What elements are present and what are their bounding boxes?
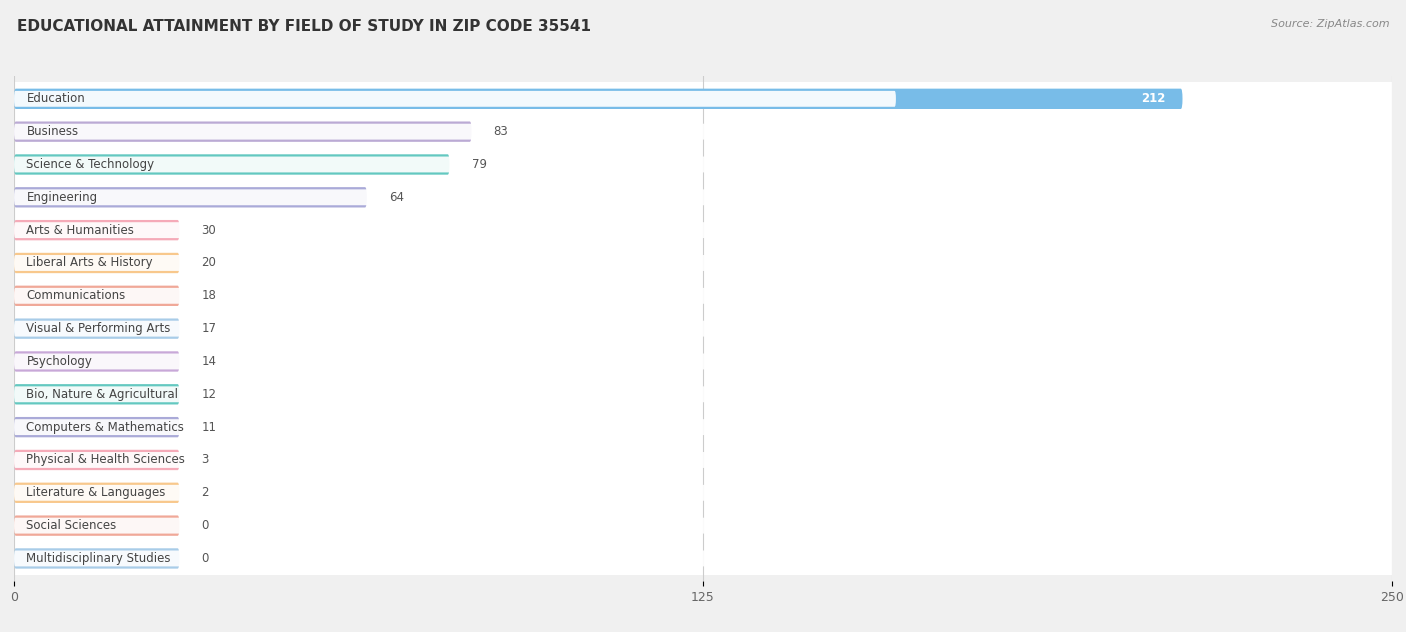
- FancyBboxPatch shape: [14, 378, 1392, 411]
- FancyBboxPatch shape: [14, 157, 896, 173]
- Text: 0: 0: [201, 519, 209, 532]
- FancyBboxPatch shape: [14, 483, 180, 503]
- Text: Science & Technology: Science & Technology: [27, 158, 155, 171]
- FancyBboxPatch shape: [14, 246, 1392, 279]
- Text: Business: Business: [27, 125, 79, 138]
- FancyBboxPatch shape: [14, 255, 896, 271]
- Text: 83: 83: [494, 125, 509, 138]
- FancyBboxPatch shape: [14, 82, 1392, 115]
- FancyBboxPatch shape: [14, 121, 471, 142]
- FancyBboxPatch shape: [14, 477, 1392, 509]
- FancyBboxPatch shape: [14, 148, 1392, 181]
- FancyBboxPatch shape: [14, 485, 896, 501]
- FancyBboxPatch shape: [14, 312, 1392, 345]
- FancyBboxPatch shape: [14, 214, 1392, 246]
- Text: 11: 11: [201, 421, 217, 434]
- FancyBboxPatch shape: [14, 190, 896, 205]
- Text: 17: 17: [201, 322, 217, 335]
- Text: Literature & Languages: Literature & Languages: [27, 486, 166, 499]
- FancyBboxPatch shape: [14, 187, 367, 207]
- FancyBboxPatch shape: [14, 516, 180, 536]
- Text: 18: 18: [201, 289, 217, 302]
- FancyBboxPatch shape: [14, 220, 180, 240]
- FancyBboxPatch shape: [14, 222, 896, 238]
- FancyBboxPatch shape: [14, 345, 1392, 378]
- Text: 12: 12: [201, 388, 217, 401]
- FancyBboxPatch shape: [14, 115, 1392, 148]
- FancyBboxPatch shape: [14, 279, 1392, 312]
- FancyBboxPatch shape: [14, 549, 180, 569]
- FancyBboxPatch shape: [14, 351, 180, 372]
- FancyBboxPatch shape: [14, 444, 1392, 477]
- Text: Source: ZipAtlas.com: Source: ZipAtlas.com: [1271, 19, 1389, 29]
- FancyBboxPatch shape: [14, 550, 896, 566]
- Text: Engineering: Engineering: [27, 191, 97, 204]
- Text: Liberal Arts & History: Liberal Arts & History: [27, 257, 153, 269]
- FancyBboxPatch shape: [14, 253, 180, 273]
- Text: EDUCATIONAL ATTAINMENT BY FIELD OF STUDY IN ZIP CODE 35541: EDUCATIONAL ATTAINMENT BY FIELD OF STUDY…: [17, 19, 591, 34]
- FancyBboxPatch shape: [14, 384, 180, 404]
- Text: 0: 0: [201, 552, 209, 565]
- FancyBboxPatch shape: [14, 419, 896, 435]
- FancyBboxPatch shape: [14, 124, 896, 140]
- FancyBboxPatch shape: [14, 288, 896, 304]
- Text: 20: 20: [201, 257, 217, 269]
- FancyBboxPatch shape: [14, 353, 896, 370]
- Text: 30: 30: [201, 224, 217, 236]
- Text: Computers & Mathematics: Computers & Mathematics: [27, 421, 184, 434]
- Text: Arts & Humanities: Arts & Humanities: [27, 224, 135, 236]
- FancyBboxPatch shape: [14, 411, 1392, 444]
- FancyBboxPatch shape: [14, 91, 896, 107]
- FancyBboxPatch shape: [14, 518, 896, 533]
- FancyBboxPatch shape: [14, 286, 180, 306]
- FancyBboxPatch shape: [14, 320, 896, 337]
- Text: 212: 212: [1142, 92, 1166, 106]
- FancyBboxPatch shape: [14, 154, 450, 174]
- FancyBboxPatch shape: [14, 386, 896, 402]
- FancyBboxPatch shape: [14, 88, 1182, 109]
- Text: Multidisciplinary Studies: Multidisciplinary Studies: [27, 552, 172, 565]
- Text: Education: Education: [27, 92, 86, 106]
- Text: Communications: Communications: [27, 289, 125, 302]
- FancyBboxPatch shape: [14, 509, 1392, 542]
- Text: 14: 14: [201, 355, 217, 368]
- Text: Visual & Performing Arts: Visual & Performing Arts: [27, 322, 170, 335]
- Text: 3: 3: [201, 454, 209, 466]
- Text: 2: 2: [201, 486, 209, 499]
- Text: Bio, Nature & Agricultural: Bio, Nature & Agricultural: [27, 388, 179, 401]
- FancyBboxPatch shape: [14, 417, 180, 437]
- Text: 64: 64: [389, 191, 404, 204]
- FancyBboxPatch shape: [14, 319, 180, 339]
- Text: Psychology: Psychology: [27, 355, 93, 368]
- FancyBboxPatch shape: [14, 450, 180, 470]
- FancyBboxPatch shape: [14, 542, 1392, 575]
- Text: Social Sciences: Social Sciences: [27, 519, 117, 532]
- FancyBboxPatch shape: [14, 452, 896, 468]
- FancyBboxPatch shape: [14, 181, 1392, 214]
- Text: 79: 79: [471, 158, 486, 171]
- Text: Physical & Health Sciences: Physical & Health Sciences: [27, 454, 186, 466]
